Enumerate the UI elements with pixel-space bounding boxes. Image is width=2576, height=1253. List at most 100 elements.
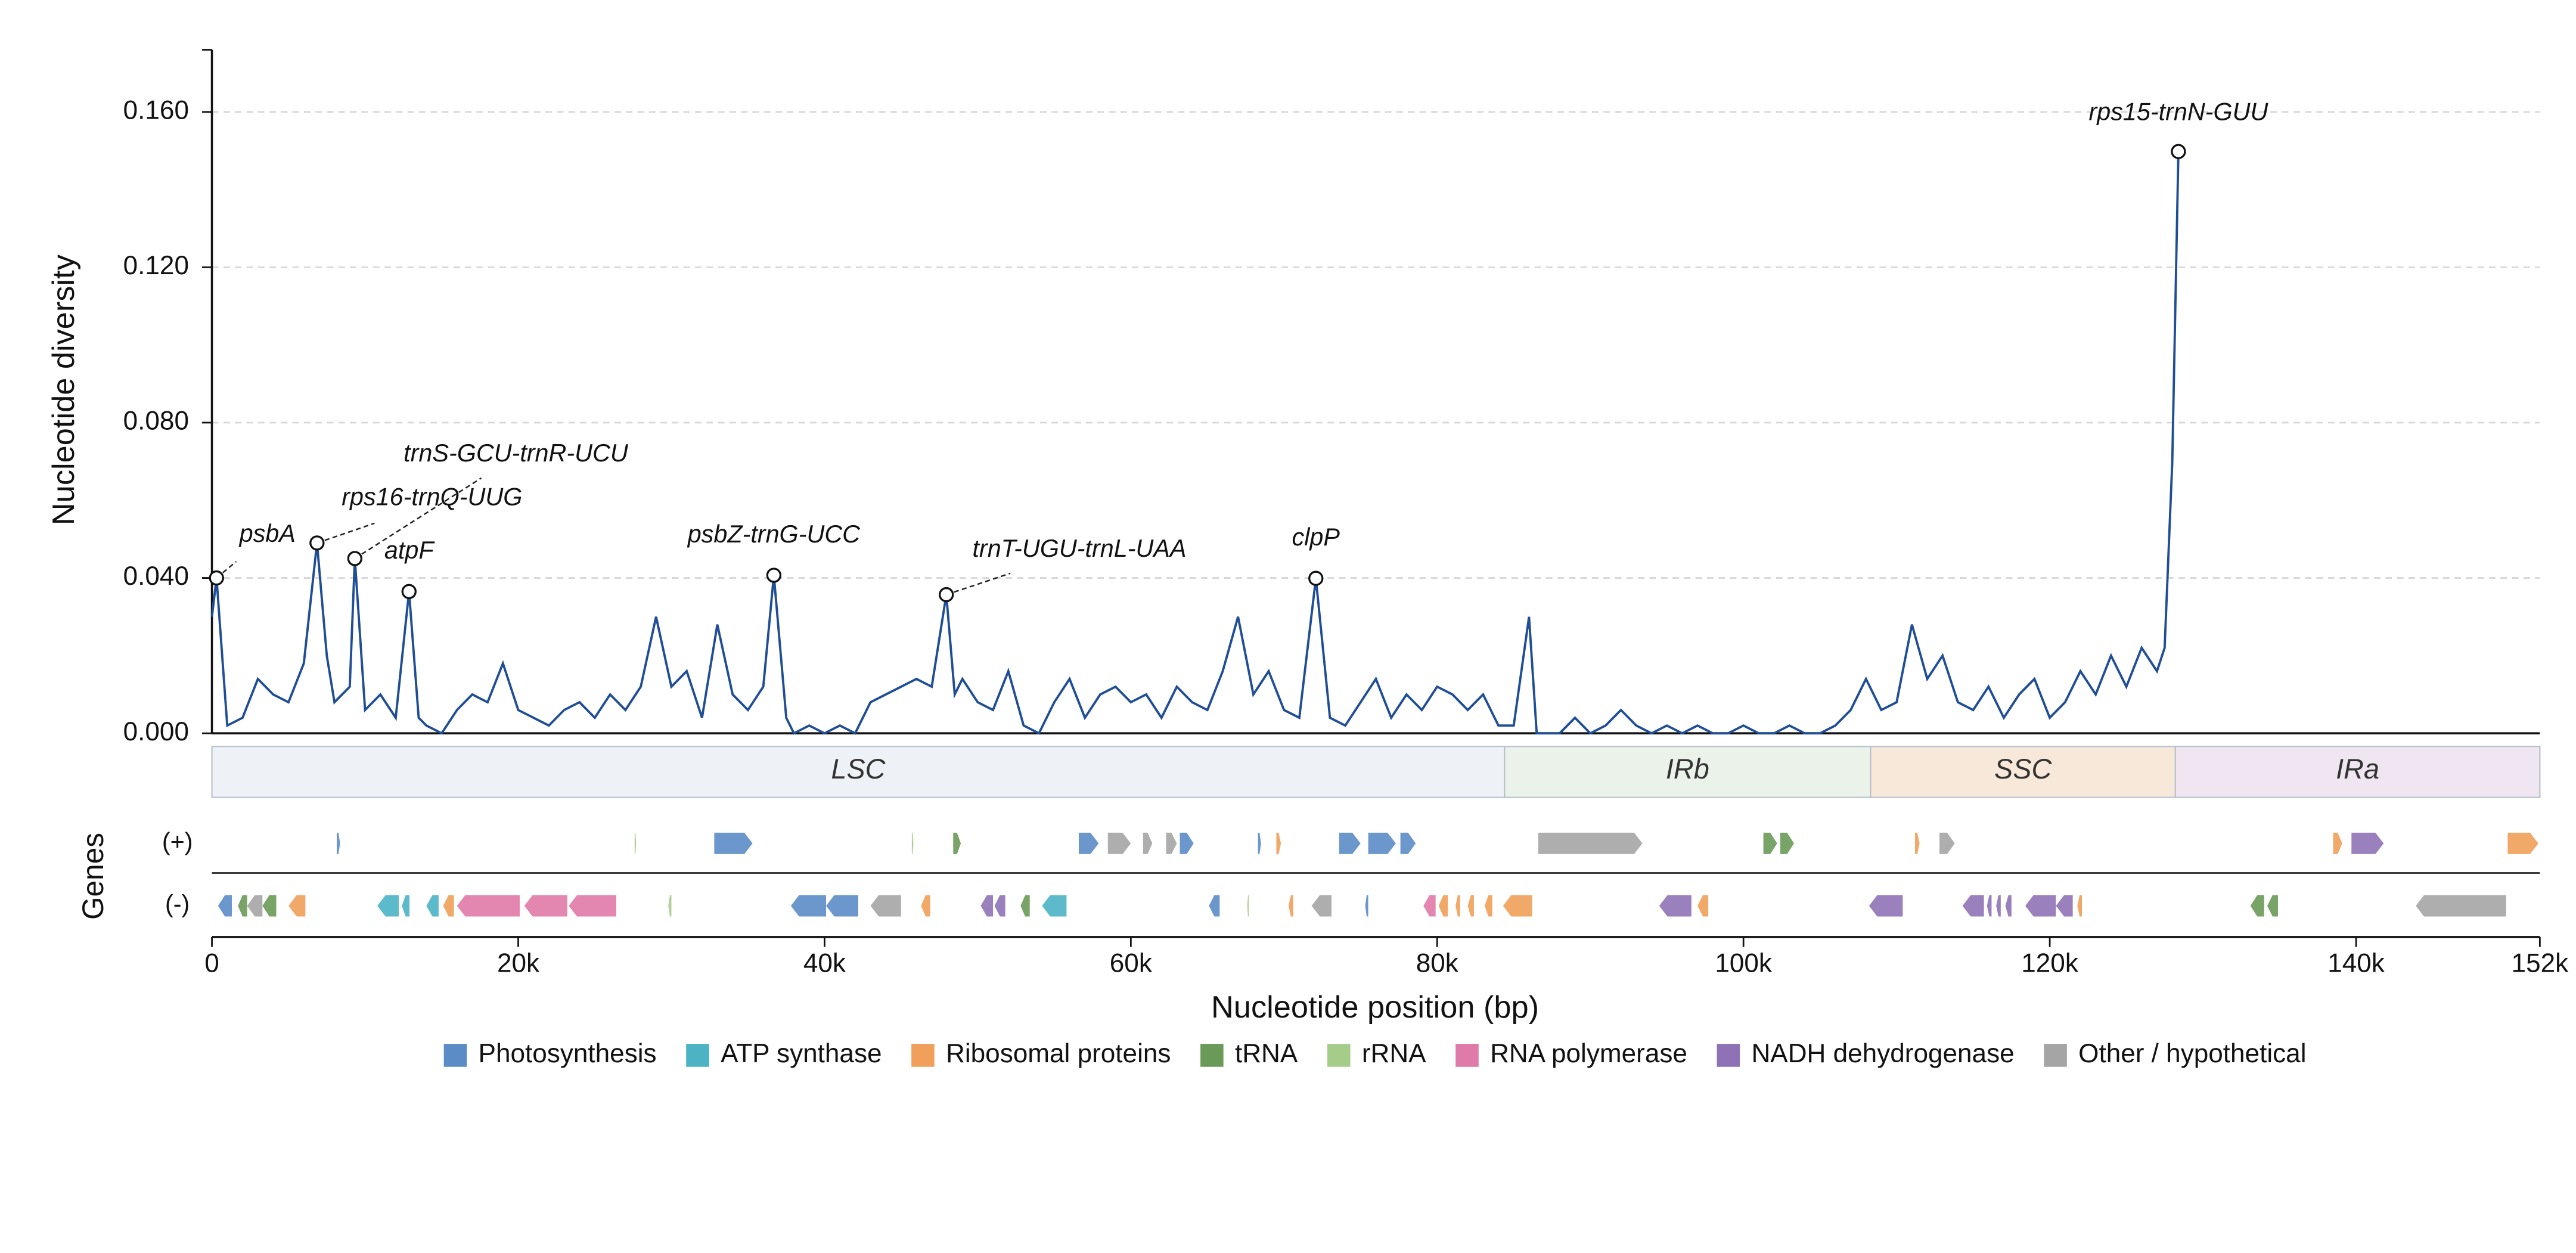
gene-arrow	[1962, 895, 1984, 917]
y-tick-label: 0.040	[123, 562, 189, 591]
gene-arrow	[2025, 895, 2056, 917]
annotation-label: atpF	[384, 536, 435, 564]
gene-arrow	[1107, 832, 1131, 854]
gene-arrow	[1763, 832, 1777, 854]
gene-arrow	[443, 895, 454, 917]
gene-arrow	[569, 895, 616, 917]
region-label: IRb	[1666, 753, 1709, 784]
gene-arrow	[1467, 895, 1474, 917]
gene-arrow	[1368, 832, 1396, 854]
gene-arrow	[1987, 895, 1992, 917]
gene-arrow	[1697, 895, 1709, 917]
gene-arrow	[1339, 832, 1361, 854]
gene-arrow	[1258, 832, 1261, 854]
strand-label: (-)	[165, 891, 190, 918]
annotation-label: rps15-trnN-GUU	[2089, 98, 2269, 126]
gene-arrow	[870, 895, 901, 917]
x-tick-label: 80k	[1416, 948, 1459, 978]
gene-arrow	[634, 832, 637, 854]
gene-arrow	[2250, 895, 2264, 917]
annotation-label: trnS-GCU-trnR-UCU	[404, 439, 629, 467]
gene-arrow	[1939, 832, 1955, 854]
leader-line	[316, 522, 375, 544]
y-tick-label: 0.160	[123, 95, 189, 125]
gene-arrow	[1143, 832, 1153, 854]
y-tick-label: 0.080	[123, 407, 189, 436]
gene-arrow	[457, 895, 520, 917]
gene-arrow	[2416, 895, 2506, 917]
x-tick-label: 40k	[803, 948, 846, 978]
gene-arrow	[714, 832, 753, 854]
x-tick-label: 140k	[2327, 948, 2385, 978]
legend-label: ATP synthase	[721, 1039, 882, 1068]
x-tick-label: 120k	[2021, 948, 2079, 978]
gene-arrow	[2333, 832, 2342, 854]
gene-arrow	[953, 832, 961, 854]
gene-arrow	[1400, 832, 1416, 854]
legend-swatch	[686, 1044, 709, 1067]
gene-arrow	[1180, 832, 1194, 854]
gene-arrow	[426, 895, 439, 917]
gene-arrow	[921, 895, 930, 917]
gene-arrow	[2351, 832, 2384, 854]
legend-swatch	[443, 1044, 467, 1067]
gene-arrow	[1209, 895, 1220, 917]
legend-label: rRNA	[1362, 1039, 1426, 1068]
gene-arrow	[1166, 832, 1177, 854]
gene-arrow	[377, 895, 399, 917]
x-tick-label: 0	[204, 948, 219, 978]
legend-swatch	[1455, 1044, 1479, 1067]
region-band	[2174, 746, 2541, 798]
gene-arrow	[1311, 895, 1332, 917]
gene-arrow	[262, 895, 277, 917]
peak-marker	[2171, 144, 2186, 159]
peak-marker	[209, 570, 224, 586]
peak-marker	[1308, 570, 1324, 586]
gene-arrow	[1455, 895, 1460, 917]
y-tick-label: 0.000	[123, 717, 189, 746]
gene-arrow	[247, 895, 263, 917]
legend-label: Other / hypothetical	[2078, 1039, 2306, 1068]
gene-arrow	[1247, 895, 1249, 917]
gene-arrow	[1438, 895, 1448, 917]
legend-label: Photosynthesis	[479, 1039, 657, 1068]
region-band	[211, 746, 1506, 798]
gene-arrow	[1914, 832, 1920, 854]
gene-arrow	[1276, 832, 1281, 854]
region-label: IRa	[2336, 753, 2379, 784]
gene-arrow	[2005, 895, 2012, 917]
gene-arrow	[1484, 895, 1492, 917]
gene-arrow	[402, 895, 410, 917]
peak-marker	[939, 587, 954, 603]
peak-marker	[766, 567, 782, 583]
gene-arrow	[337, 832, 340, 854]
region-band	[1504, 746, 1872, 798]
gene-arrow	[2267, 895, 2278, 917]
gene-arrow	[668, 895, 672, 917]
annotation-label: trnT-UGU-trnL-UAA	[972, 535, 1186, 562]
gene-arrow	[980, 895, 994, 917]
gene-arrow	[1659, 895, 1692, 917]
y-tick-label: 0.120	[123, 251, 189, 280]
gene-arrow	[1365, 895, 1368, 917]
legend-swatch	[1717, 1044, 1740, 1067]
gene-arrow	[1042, 895, 1067, 917]
peak-marker	[401, 584, 417, 600]
legend-swatch	[2044, 1044, 2067, 1067]
peak-marker	[309, 535, 325, 551]
y-axis-title: Nucleotide diversity	[46, 254, 81, 525]
annotation-label: rps16-trnQ-UUG	[342, 483, 522, 510]
leader-line	[354, 477, 482, 560]
gene-arrow	[994, 895, 1005, 917]
track-title: Genes	[76, 833, 110, 920]
gene-arrow	[911, 832, 914, 854]
strand-label: (+)	[162, 828, 193, 855]
gene-arrow	[1423, 895, 1436, 917]
x-tick-label: 20k	[497, 948, 540, 978]
gene-arrow	[524, 895, 567, 917]
legend-label: tRNA	[1235, 1039, 1298, 1068]
x-tick-label: 100k	[1715, 948, 1773, 978]
